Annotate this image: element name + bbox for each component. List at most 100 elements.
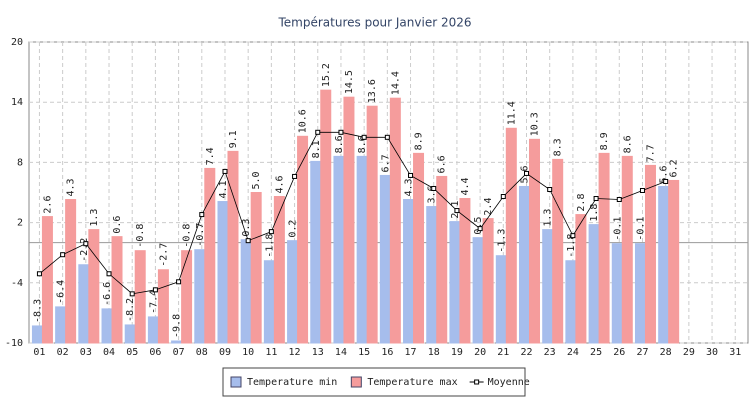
y-tick-label: 14 bbox=[11, 97, 23, 108]
value-label: -0.1 bbox=[612, 217, 623, 241]
bar bbox=[263, 260, 275, 344]
bar bbox=[124, 324, 136, 344]
bar bbox=[459, 198, 471, 344]
value-label: 2.8 bbox=[576, 194, 587, 212]
x-tick-label: 26 bbox=[613, 347, 625, 358]
bar bbox=[505, 127, 517, 344]
legend-label: Temperature max bbox=[367, 377, 457, 388]
bar bbox=[217, 201, 229, 344]
value-label: 11.4 bbox=[506, 101, 517, 125]
value-label: -8.2 bbox=[125, 298, 136, 322]
point bbox=[176, 279, 182, 285]
value-label: -0.1 bbox=[635, 217, 646, 241]
bar bbox=[204, 167, 216, 344]
x-tick-label: 05 bbox=[126, 347, 138, 358]
legend-label: Temperature min bbox=[247, 377, 337, 388]
value-label: 1.3 bbox=[543, 209, 554, 227]
value-label: 1.3 bbox=[89, 209, 100, 227]
bar bbox=[65, 199, 77, 344]
bar bbox=[598, 152, 610, 344]
bar bbox=[565, 260, 577, 344]
x-tick-label: 31 bbox=[729, 347, 741, 358]
value-label: 0.2 bbox=[288, 220, 299, 238]
x-tick-label: 02 bbox=[57, 347, 69, 358]
x-tick-label: 16 bbox=[381, 347, 393, 358]
point bbox=[315, 129, 321, 135]
y-tick-label: 20 bbox=[11, 37, 23, 48]
bar bbox=[389, 97, 401, 344]
bar bbox=[379, 174, 391, 344]
point bbox=[83, 241, 89, 247]
value-label: 8.6 bbox=[622, 135, 633, 153]
bar bbox=[449, 221, 461, 344]
x-tick-label: 18 bbox=[428, 347, 440, 358]
bar bbox=[588, 224, 600, 344]
x-tick-label: 21 bbox=[497, 347, 509, 358]
x-tick-label: 04 bbox=[103, 347, 115, 358]
x-tick-label: 09 bbox=[219, 347, 231, 358]
point bbox=[454, 208, 460, 214]
bar bbox=[343, 96, 355, 344]
point bbox=[106, 271, 112, 277]
point bbox=[361, 134, 367, 140]
line bbox=[39, 131, 666, 295]
value-label: -0.8 bbox=[135, 224, 146, 248]
x-tick-label: 01 bbox=[33, 347, 45, 358]
x-tick-label: 28 bbox=[660, 347, 672, 358]
bar bbox=[101, 308, 113, 344]
value-label: 10.6 bbox=[298, 109, 309, 133]
value-label: 5.0 bbox=[251, 171, 262, 189]
value-label: 6.6 bbox=[437, 155, 448, 173]
bar bbox=[181, 250, 193, 344]
x-tick-label: 20 bbox=[474, 347, 486, 358]
y-tick-label: -4 bbox=[11, 278, 23, 289]
x-tick-label: 24 bbox=[567, 347, 579, 358]
point bbox=[292, 173, 298, 179]
bar bbox=[287, 240, 299, 344]
bar bbox=[519, 185, 531, 344]
bar bbox=[240, 239, 252, 344]
value-label: 8.6 bbox=[334, 135, 345, 153]
x-tick-label: 06 bbox=[149, 347, 161, 358]
bar bbox=[403, 199, 415, 344]
value-label: 14.4 bbox=[390, 71, 401, 95]
value-label: 8.9 bbox=[599, 132, 610, 150]
value-label: 4.6 bbox=[274, 175, 285, 193]
value-label: 10.3 bbox=[530, 112, 541, 136]
value-label: -6.6 bbox=[102, 282, 113, 306]
legend-swatch bbox=[474, 379, 480, 385]
bar bbox=[366, 105, 378, 344]
value-label: -1.3 bbox=[496, 229, 507, 253]
bar bbox=[227, 150, 239, 344]
point bbox=[408, 172, 414, 178]
bar bbox=[333, 155, 345, 344]
bar bbox=[436, 175, 448, 344]
value-label: 13.6 bbox=[367, 79, 378, 103]
value-label: 8.3 bbox=[553, 138, 564, 156]
value-label: 7.4 bbox=[205, 147, 216, 165]
point bbox=[152, 287, 158, 293]
value-label: -8.3 bbox=[32, 299, 43, 323]
point bbox=[663, 178, 669, 184]
value-label: 7.7 bbox=[645, 144, 656, 162]
value-label: 14.5 bbox=[344, 70, 355, 94]
x-tick-label: 22 bbox=[520, 347, 532, 358]
point bbox=[60, 252, 66, 258]
value-label: 2.4 bbox=[483, 198, 494, 216]
value-label: 0.6 bbox=[112, 216, 123, 234]
point bbox=[338, 129, 344, 135]
bar bbox=[482, 218, 494, 344]
legend-label: Moyenne bbox=[488, 377, 530, 388]
bar bbox=[78, 264, 90, 344]
point bbox=[431, 185, 437, 191]
value-label: 0.5 bbox=[473, 217, 484, 235]
value-label: -1.8 bbox=[264, 234, 275, 258]
value-label: 4.3 bbox=[404, 178, 415, 196]
x-tick-label: 13 bbox=[312, 347, 324, 358]
x-tick-label: 30 bbox=[706, 347, 718, 358]
point bbox=[616, 197, 622, 203]
bar bbox=[611, 243, 623, 344]
bar bbox=[529, 138, 541, 344]
bar bbox=[320, 89, 332, 344]
